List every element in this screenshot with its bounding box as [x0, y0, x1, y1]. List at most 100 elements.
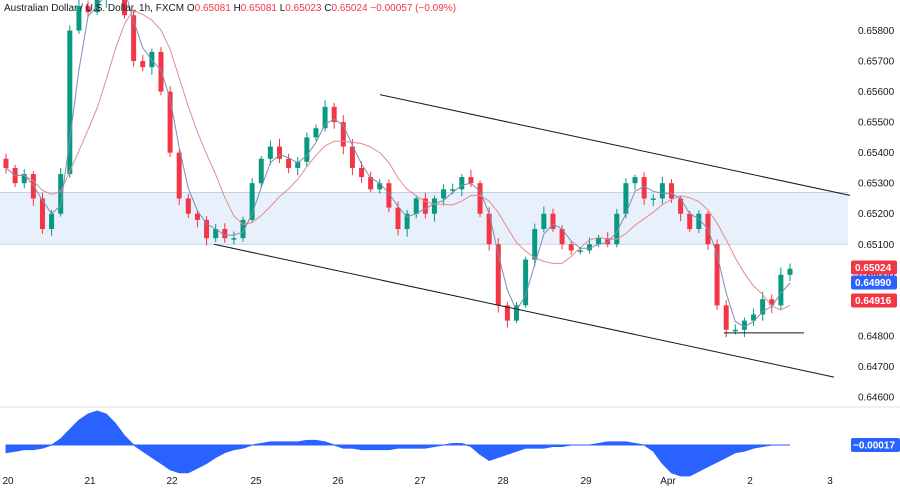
candle-body: [3, 158, 9, 168]
candle-body: [313, 128, 319, 138]
candle-body: [714, 244, 720, 306]
candle-body: [514, 305, 520, 321]
candle-body: [167, 91, 173, 153]
oscillator-badge-label: −0.00017: [853, 441, 895, 452]
candle-body: [751, 314, 757, 321]
candle-body: [687, 213, 693, 230]
candle-body: [632, 177, 638, 184]
price-tick-label: 0.65700: [858, 57, 895, 68]
high-label: H: [233, 3, 241, 14]
price-tick-label: 0.65800: [858, 26, 895, 37]
time-tick-label: 21: [84, 476, 96, 487]
channel-upper-line: [379, 94, 851, 196]
candle-body: [359, 167, 365, 178]
candle-body: [550, 213, 556, 230]
time-tick-label: 20: [2, 476, 14, 487]
candle-body: [614, 213, 620, 245]
candle-body: [304, 137, 310, 162]
chart-legend: Australian Dollar / U.S. Dollar, 1h, FXC…: [4, 3, 456, 14]
price-tick-label: 0.65400: [858, 148, 895, 159]
candle-body: [340, 122, 346, 147]
price-tick-label: 0.64700: [858, 362, 895, 373]
price-tick-label: 0.64800: [858, 331, 895, 342]
price-tick-label: 0.65500: [858, 118, 895, 129]
change-value: −0.00057 (−0.09%): [370, 3, 457, 14]
candle-body: [623, 183, 629, 214]
candle-body: [586, 244, 592, 251]
ma-fast-line: [5, 0, 791, 328]
candle-body: [30, 174, 36, 199]
candle-body: [641, 177, 647, 199]
candle-body: [459, 177, 465, 190]
candle-body: [769, 299, 775, 306]
candle-body: [368, 177, 374, 190]
high-value: 0.65081: [240, 3, 277, 14]
candle-body: [176, 152, 182, 199]
candle-body: [422, 198, 428, 214]
time-tick-label: 26: [332, 476, 344, 487]
candle-body: [431, 198, 437, 214]
candle-body: [760, 299, 766, 315]
oscillator-panel: [0, 406, 900, 477]
candle-body: [450, 189, 456, 191]
candle-body: [404, 213, 410, 230]
axes: 0.65800 0.65700 0.65600 0.65500 0.65400 0.653…: [2, 26, 894, 487]
candle-body: [377, 183, 383, 190]
candle-body: [778, 274, 784, 306]
candle-body: [249, 183, 255, 220]
candle-body: [131, 15, 137, 62]
candle-body: [568, 244, 574, 251]
candle-body: [559, 229, 565, 245]
candle-body: [486, 213, 492, 245]
price-badge: [851, 293, 897, 308]
candle-body: [240, 219, 246, 239]
price-badge-label: 0.64916: [855, 296, 892, 307]
price-badge: [851, 275, 897, 290]
oscillator-area: [5, 410, 790, 477]
time-tick-label: 2: [747, 476, 753, 487]
symbol-title: Australian Dollar / U.S. Dollar, 1h, FXC…: [4, 3, 185, 14]
candle-body: [140, 61, 146, 68]
low-value: 0.65023: [285, 3, 322, 14]
candle-body: [504, 305, 510, 321]
candle-body: [276, 146, 282, 159]
candle-body: [678, 198, 684, 214]
low-label: L: [279, 3, 286, 14]
candle-body: [468, 177, 474, 184]
close-value: 0.65024: [331, 3, 368, 14]
candle-body: [49, 213, 55, 230]
candle-body: [696, 213, 702, 230]
candle-body: [231, 238, 237, 240]
candle-body: [194, 213, 200, 220]
candle-body: [58, 174, 64, 214]
candle-body: [741, 320, 747, 330]
candle-body: [541, 213, 547, 230]
candle-body: [76, 6, 82, 31]
time-tick-label: 3: [827, 476, 833, 487]
candle-body: [787, 268, 793, 275]
price-tick-label: 0.65600: [858, 87, 895, 98]
candle-body: [577, 250, 583, 252]
price-tick-label: 0.65300: [858, 179, 895, 190]
price-badge: [851, 260, 897, 275]
candle-body: [322, 106, 328, 129]
candle-body: [85, 6, 91, 13]
time-tick-label: Apr: [660, 476, 676, 487]
price-badge-label: 0.65024: [855, 263, 892, 274]
candle-body: [732, 329, 738, 332]
candle-body: [605, 238, 611, 245]
candle-body: [258, 158, 264, 184]
candle-body: [532, 229, 538, 260]
candle-body: [659, 183, 665, 199]
candle-body: [185, 198, 191, 214]
open-value: 0.65081: [194, 3, 231, 14]
candle-body: [331, 106, 337, 123]
price-badge-label: 0.64990: [855, 278, 892, 289]
candle-body: [286, 158, 292, 168]
time-tick-label: 27: [414, 476, 426, 487]
candle-body: [349, 146, 355, 168]
open-label: O: [186, 3, 195, 14]
candle-body: [650, 198, 656, 200]
candle-body: [413, 198, 419, 214]
